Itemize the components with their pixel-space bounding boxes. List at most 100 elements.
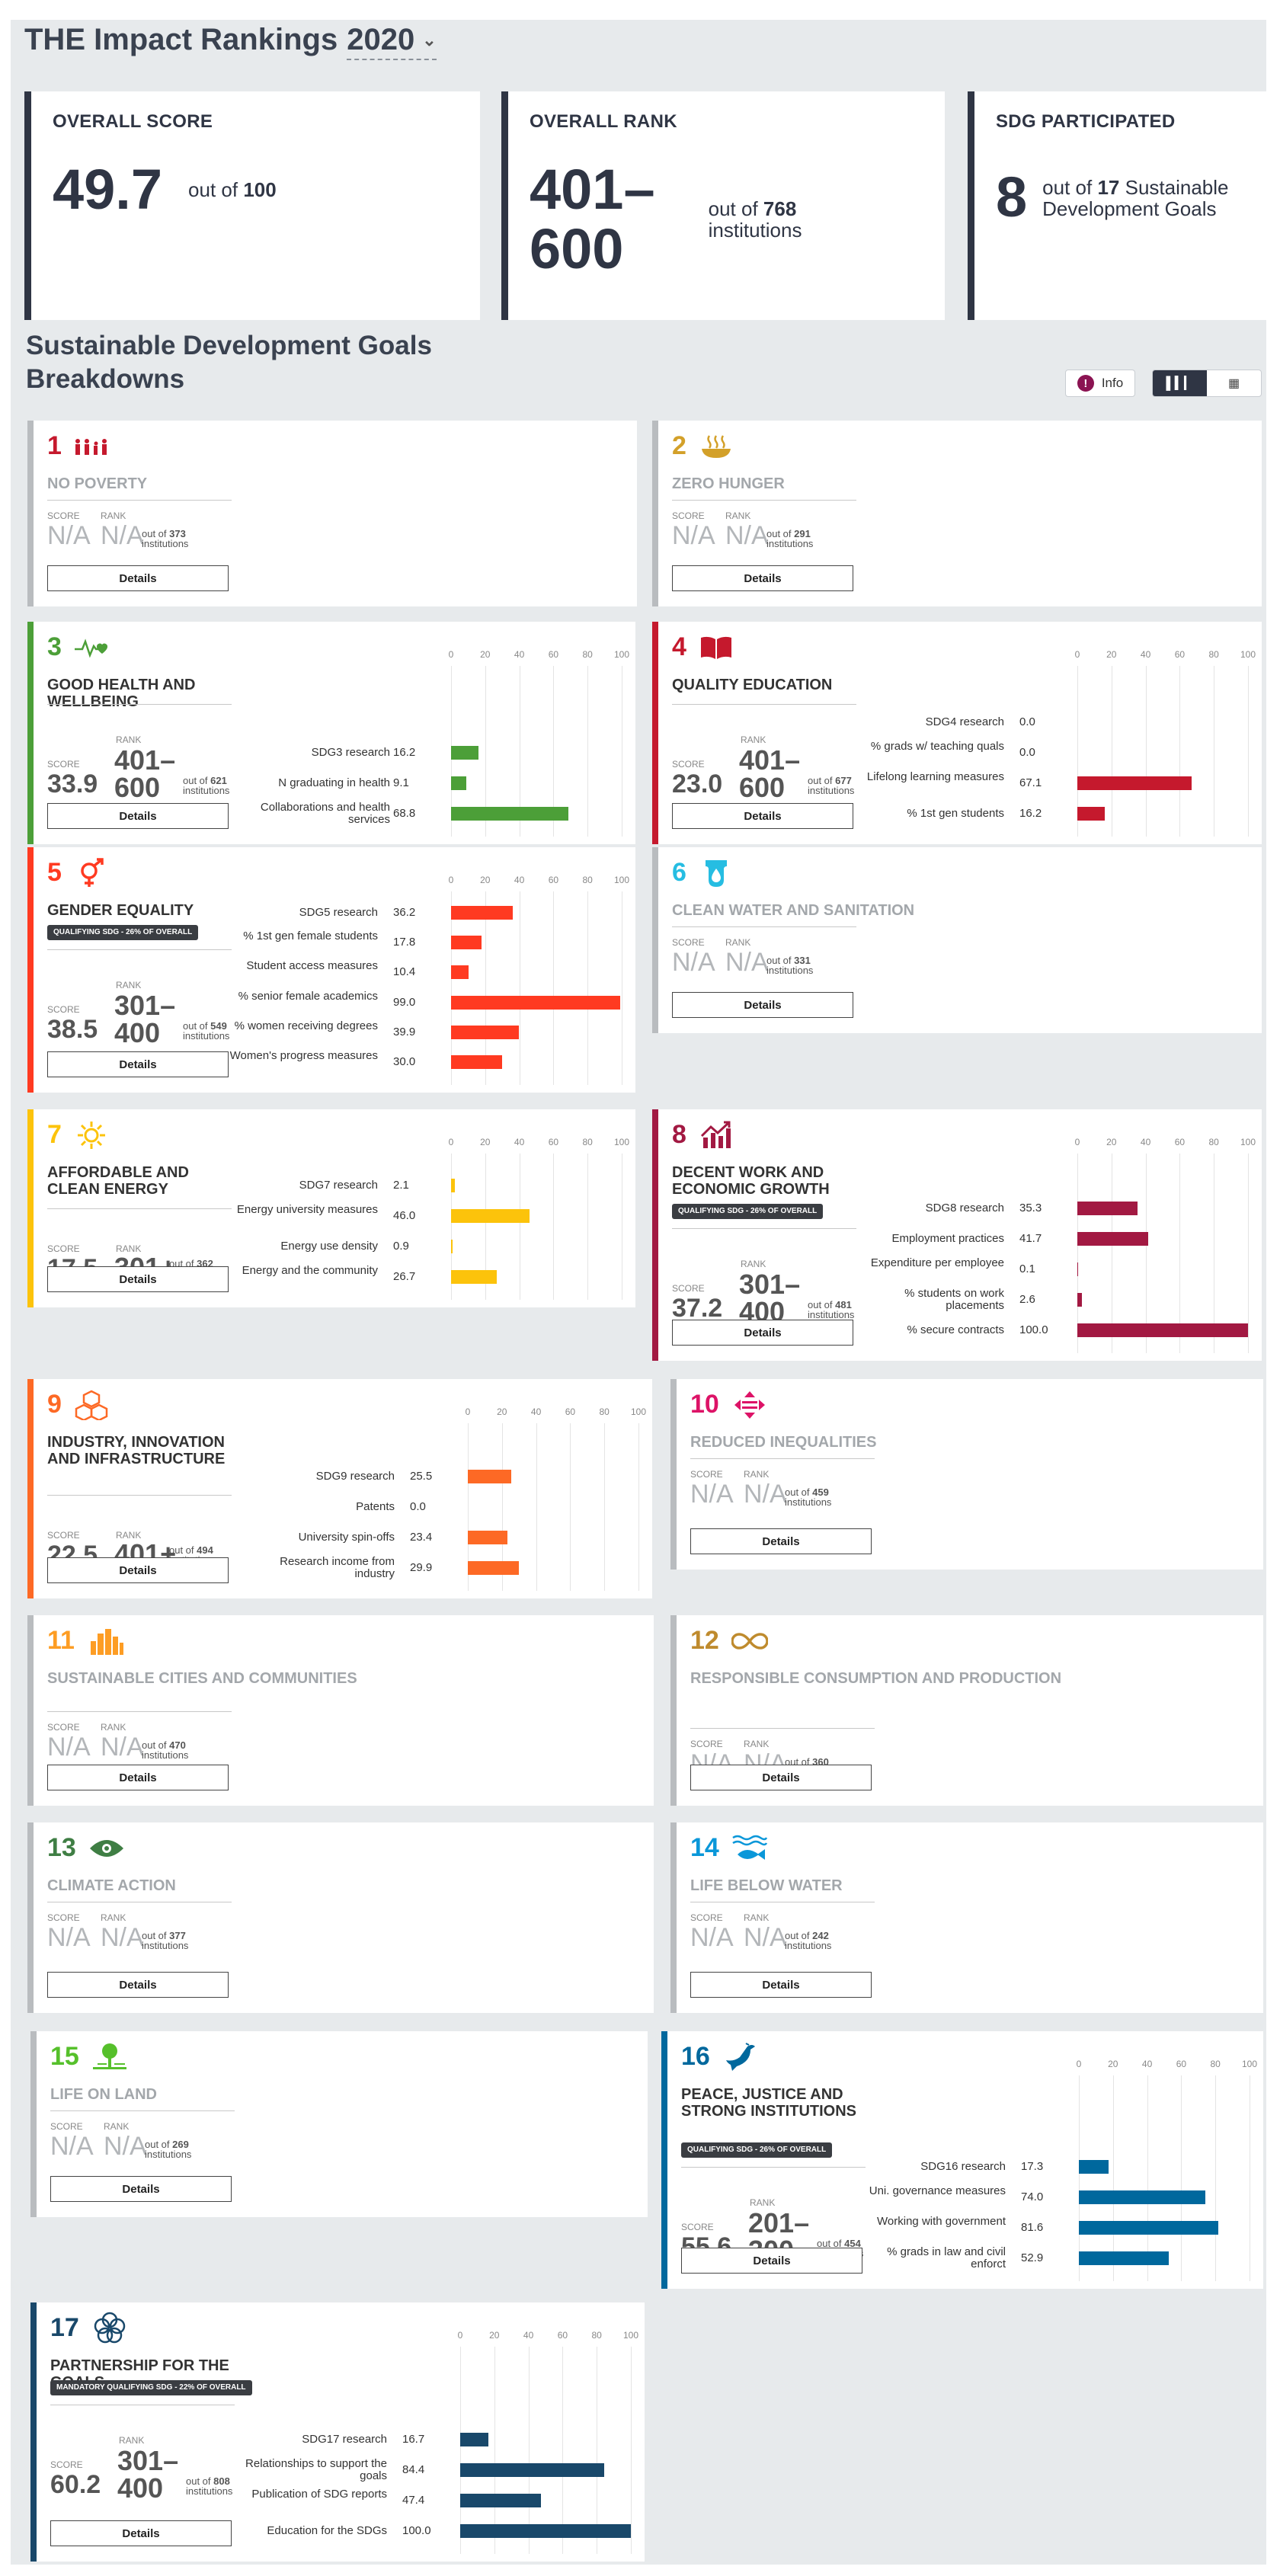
metric-bar [1077,1202,1138,1215]
details-button[interactable]: Details [47,1765,229,1790]
sdg-card-4: 4 QUALITY EDUCATION SCORE 23.0 RANK 401– 600 ou… [652,622,1262,844]
metrics-chart: 0 20 40 60 80 100 SDG7 research 2.1 Energy unive… [34,1137,642,1300]
gridline [587,666,589,837]
score-value: N/A [47,1923,91,1952]
score-label: SCORE [672,759,705,770]
info-button[interactable]: ! Info [1065,370,1135,397]
metric-value: 10.4 [393,965,416,979]
details-button[interactable]: Details [47,565,229,591]
score-value: 38.5 [47,1015,98,1044]
details-button[interactable]: Details [47,803,229,829]
rank-value: 301– 400 [114,990,176,1048]
details-button[interactable]: Details [50,2176,232,2202]
metric-value: 99.0 [393,995,416,1009]
details-button[interactable]: Details [672,565,853,591]
gridline [1079,2075,1080,2281]
metric-value: 100.0 [1019,1323,1048,1336]
metric-bar [1077,1323,1248,1337]
metric-label: N graduating in health [278,776,390,789]
axis-tick: 0 [465,1406,471,1417]
metric-label: SDG9 research [315,1470,395,1483]
details-button[interactable]: Details [690,1972,872,1998]
sdg-participated-label: SDG PARTICIPATED [996,111,1176,132]
details-button[interactable]: Details [47,1557,229,1583]
metric-label: % secure contracts [907,1323,1004,1336]
sdg-name: REDUCED INEQUALITIES [690,1434,877,1451]
details-button[interactable]: Details [50,2520,232,2546]
details-button[interactable]: Details [681,2248,862,2274]
sdg-name: DECENT WORK AND ECONOMIC GROWTH [672,1164,830,1198]
metric-label: % students on work placements [904,1287,1004,1312]
family-icon [73,431,110,462]
metric-label: University spin-offs [298,1531,395,1544]
rank-out-of: out of 459 institutions [785,1486,832,1508]
sdg-name: CLIMATE ACTION [47,1877,176,1894]
rank-value: 401– 600 [739,744,801,803]
metric-bar [451,746,479,760]
details-button[interactable]: Details [672,992,853,1018]
sdg-number: 4 [672,632,686,661]
details-button[interactable]: Details [47,1972,229,1998]
overall-score-label: OVERALL SCORE [53,111,213,132]
metric-label: Energy and the community [242,1264,378,1277]
sdg-number: 16 [681,2042,710,2071]
table-view-button[interactable]: ▦ [1207,370,1261,396]
infinity-icon [731,1626,768,1656]
year-selector[interactable]: 2020 ⌄ [347,23,437,60]
fish-icon [731,1833,768,1864]
rank-label: RANK [744,1912,770,1923]
axis-tick: 80 [1210,2059,1221,2069]
rank-value: N/A [725,521,769,550]
rank-out-of: out of 549 institutions [183,1020,230,1042]
metric-value: 2.1 [393,1179,409,1192]
sdg-card-3: 3 GOOD HEALTH AND WELLBEING SCORE 33.9 RANK 4… [27,622,635,844]
axis-tick: 0 [448,649,454,660]
details-button[interactable]: Details [690,1528,872,1554]
sdg-name: LIFE ON LAND [50,2086,157,2103]
score-label: SCORE [47,1912,80,1923]
sdg-number: 14 [690,1833,719,1862]
gridline [1248,666,1249,837]
axis-tick: 60 [548,1137,559,1147]
metric-label: SDG8 research [925,1202,1004,1214]
eye-icon [88,1833,125,1864]
sdg-card-13: 13 CLIMATE ACTION SCORE N/A RANK N/A out of 37… [27,1822,654,2013]
sdg-name: QUALITY EDUCATION [672,677,833,693]
overall-rank-card: OVERALL RANK 401– 600 out of 768 instituti… [501,91,945,320]
score-label: SCORE [681,2222,714,2232]
chart-view-button[interactable]: ▌▍▎ [1153,370,1207,396]
sdg-number: 8 [672,1120,686,1149]
divider [47,949,232,950]
rank-out-of: out of 481 institutions [808,1299,855,1320]
sdg-number: 10 [690,1390,719,1419]
axis-tick: 100 [1240,1137,1256,1147]
metric-bar [1079,2251,1170,2265]
details-button[interactable]: Details [672,803,853,829]
details-button[interactable]: Details [47,1051,229,1077]
sdg-card-10: 10 REDUCED INEQUALITIES SCORE N/A RANK N/A out… [670,1379,1263,1570]
rank-value: N/A [101,1733,144,1762]
metric-value: 25.5 [410,1470,433,1483]
metric-bar [451,905,514,920]
sdg-card-16: 16 PEACE, JUSTICE AND STRONG INSTITUTIONS… [661,2031,1263,2289]
divider [50,2110,235,2111]
metric-bar [1077,1293,1082,1307]
metric-label: SDG5 research [299,905,378,919]
score-value: 60.2 [50,2470,101,2499]
metric-label: SDG3 research [311,746,390,759]
divider [690,1728,875,1729]
details-button[interactable]: Details [690,1765,872,1790]
score-label: SCORE [690,1739,723,1749]
sdg-card-14: 14 LIFE BELOW WATER SCORE N/A RANK N/A out of … [670,1822,1263,2013]
metric-label: Uni. governance measures [869,2184,1006,2197]
metric-value: 9.1 [393,776,409,789]
metric-label: Expenditure per employee [870,1256,1004,1269]
gender-icon [73,858,110,888]
heartbeat-icon [73,632,110,663]
gridline [638,1423,639,1591]
details-button[interactable]: Details [47,1266,229,1292]
gridline [1179,1154,1181,1353]
details-button[interactable]: Details [672,1320,853,1346]
axis-tick: 20 [480,1137,491,1147]
metric-value: 0.0 [1019,746,1035,759]
